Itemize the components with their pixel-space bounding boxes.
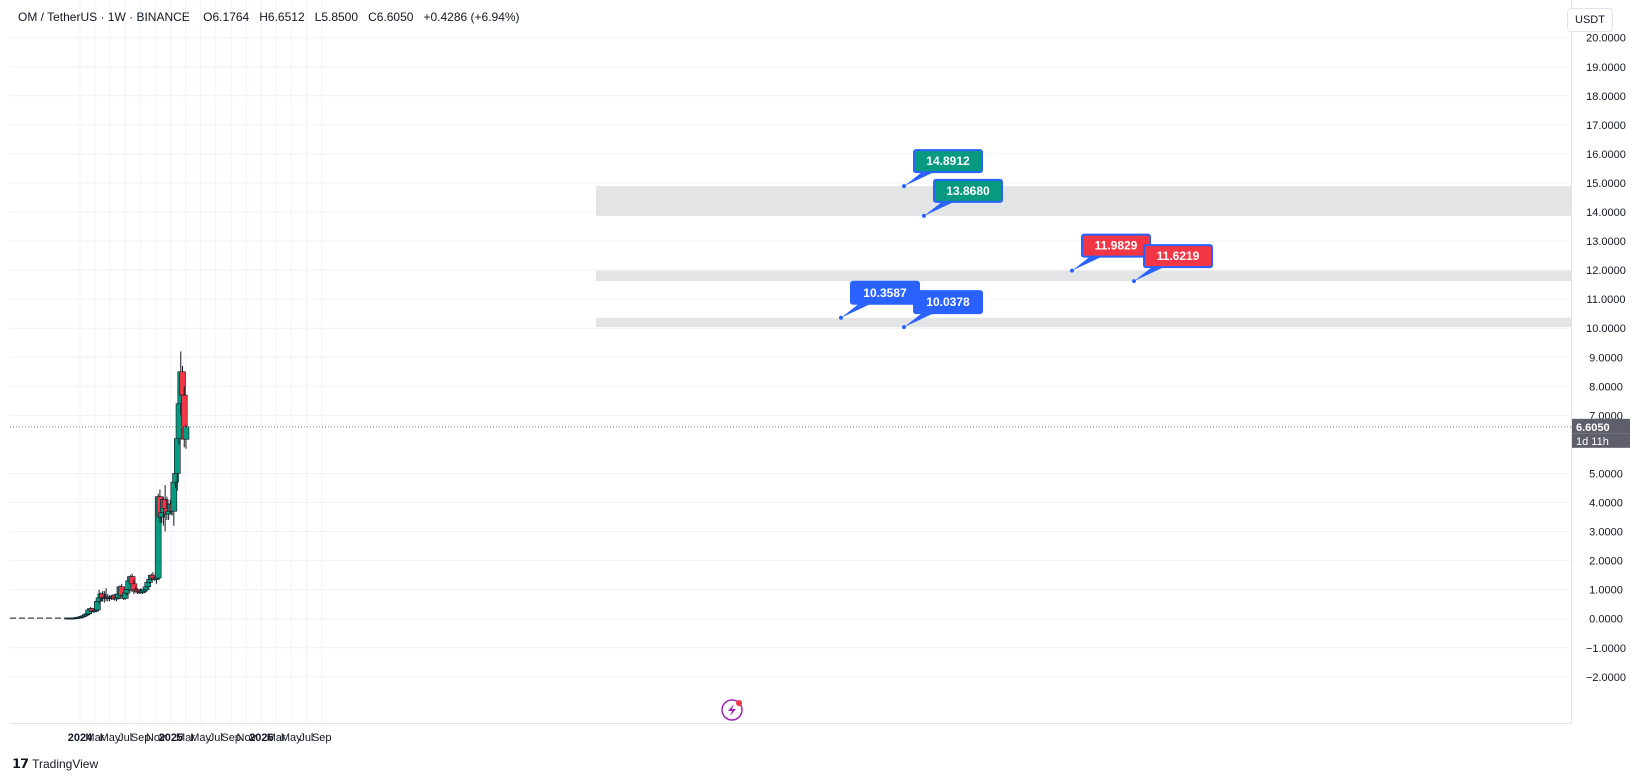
ohlc-open: O6.1764 [203,10,250,24]
price-tick-label: 5.0000 [1589,468,1623,480]
time-tick-label: Jul [299,732,313,744]
time-tick-label: Mar [176,732,195,744]
price-tick-label: 0.0000 [1589,614,1623,626]
price-tick-label: −1.0000 [1586,643,1626,655]
time-tick-label: Nov [146,732,166,744]
price-callout[interactable]: 10.0378 [902,290,983,330]
price-callout[interactable]: 11.6219 [1132,244,1213,284]
price-zone [596,317,1571,328]
price-tick-label: 3.0000 [1589,527,1623,539]
symbol-legend: OM / TetherUS · 1W · BINANCE O6.1764 H6.… [18,10,520,24]
symbol-title[interactable]: OM / TetherUS · 1W · BINANCE [18,10,190,24]
time-tick-label: May [190,732,211,744]
price-callouts: 14.8912 13.8680 11.9829 11.6219 10.3587 10.03… [839,149,1213,330]
price-tick-label: 19.0000 [1586,62,1626,74]
price-tick-label: 12.0000 [1586,265,1626,277]
time-tick-label: Sep [221,732,241,744]
time-tick-label: Mar [85,732,104,744]
time-tick-label: 2024 [68,732,93,744]
ohlc-close: C6.6050 [368,10,414,24]
price-tick-label: 15.0000 [1586,178,1626,190]
time-tick-label: Mar [267,732,286,744]
time-tick-label: Jul [209,732,223,744]
candle [182,425,190,449]
price-tick-label: −2.0000 [1586,672,1626,684]
price-tick-label: 16.0000 [1586,149,1626,161]
callout-value: 11.9829 [1095,239,1138,253]
time-axis[interactable]: 2024MarMayJulSepNov2025MarMayJulSepNov20… [68,732,332,744]
time-tick-label: Nov [237,732,257,744]
time-tick-label: May [100,732,121,744]
price-tick-label: 20.0000 [1586,33,1626,45]
price-zone [596,186,1571,216]
price-callout[interactable]: 14.8912 [902,149,983,189]
callout-value: 13.8680 [946,184,990,198]
time-tick-label: 2025 [159,732,183,744]
time-tick-label: Sep [131,732,151,744]
price-callout[interactable]: 10.3587 [839,280,920,320]
bar-countdown: 1d 11h [1576,436,1609,448]
callout-value: 10.0378 [926,295,970,309]
price-tick-label: 4.0000 [1589,498,1623,510]
time-tick-label: Sep [312,732,332,744]
currency-button[interactable]: USDT [1567,8,1613,32]
price-callout[interactable]: 13.8680 [922,178,1003,218]
price-tick-label: 2.0000 [1589,556,1623,568]
price-tick-label: 10.0000 [1586,323,1626,335]
candlestick-series [10,351,190,620]
tradingview-logo[interactable]: 𝟭𝟳 TradingView [12,756,98,772]
price-tick-label: 9.0000 [1589,352,1623,364]
callout-value: 10.3587 [863,286,907,300]
price-tick-label: 17.0000 [1586,120,1626,132]
time-tick-label: May [281,732,302,744]
callout-value: 11.6219 [1157,249,1200,263]
price-zones [596,186,1571,328]
price-tick-label: 1.0000 [1589,585,1623,597]
price-tick-label: 14.0000 [1586,207,1626,219]
brand-name: TradingView [32,757,99,771]
price-callout[interactable]: 11.9829 [1070,233,1151,273]
price-tick-label: 13.0000 [1586,236,1626,248]
time-tick-label: Jul [118,732,132,744]
price-axis[interactable]: 20.0000 19.0000 18.0000 17.0000 16.0000 15.00… [1586,33,1626,684]
ohlc-low: L5.8500 [314,10,359,24]
price-tick-label: 18.0000 [1586,91,1626,103]
price-tick-label: 11.0000 [1587,294,1626,306]
tradingview-logo-icon: 𝟭𝟳 [12,756,29,771]
ohlc-high: H6.6512 [259,10,305,24]
current-price-value: 6.6050 [1576,422,1610,434]
callout-value: 14.8912 [926,154,970,168]
time-tick-label: 2026 [249,732,273,744]
event-icon[interactable] [721,699,743,721]
price-tick-label: 8.0000 [1589,381,1623,393]
chart-grid [10,0,1571,723]
ohlc-change: +0.4286 (+6.94%) [423,10,520,24]
current-price-tag: 6.6050 1d 11h [1572,418,1630,448]
price-zone [596,270,1571,282]
